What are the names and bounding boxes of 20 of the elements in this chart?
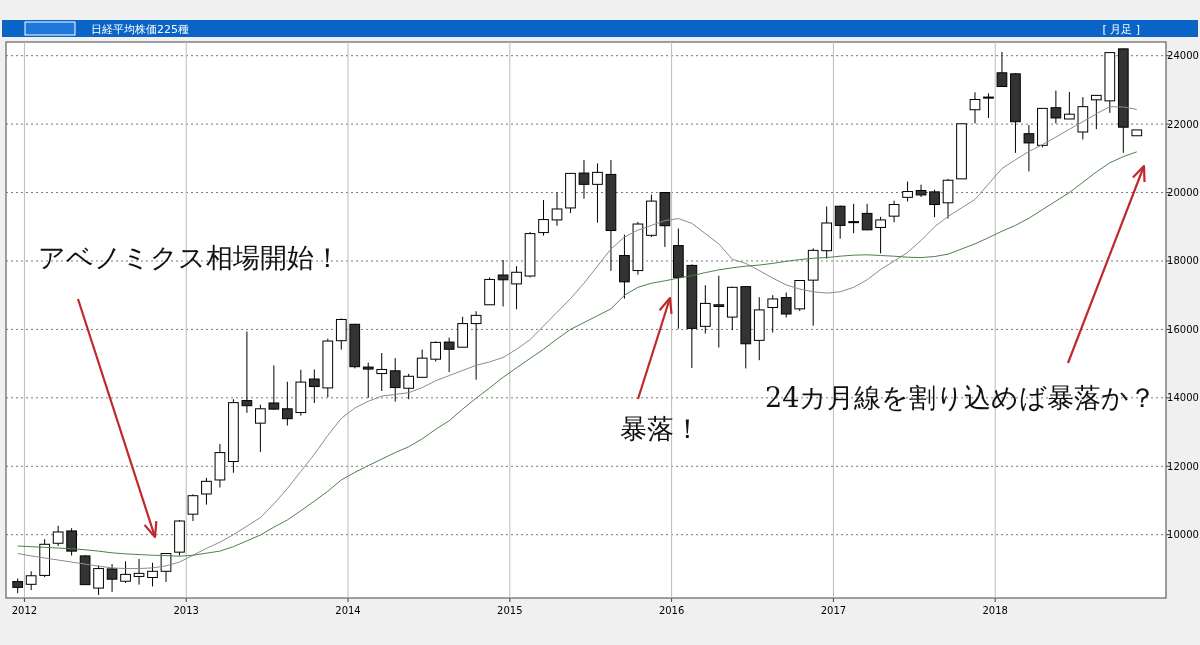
x-tick-label: 2018 <box>982 605 1008 616</box>
y-tick-label: 14000 <box>1167 392 1199 404</box>
y-tick-label: 12000 <box>1167 460 1199 472</box>
x-tick-label: 2017 <box>820 605 847 616</box>
x-tick-label: 2013 <box>173 605 199 616</box>
chart-title: 日経平均株価225種 <box>91 23 189 36</box>
annotation: 24カ月線を割り込めば暴落か？ <box>765 382 1157 413</box>
annotation: 暴落！ <box>620 413 701 444</box>
chart-subtitle: [ 月足 ] <box>1102 23 1140 36</box>
y-tick-label: 20000 <box>1167 187 1199 199</box>
y-tick-label: 22000 <box>1167 118 1199 130</box>
x-tick-label: 2015 <box>497 605 523 616</box>
x-tick-label: 2016 <box>658 605 685 616</box>
x-tick-label: 2012 <box>11 605 38 616</box>
x-tick-label: 2014 <box>335 605 361 616</box>
y-tick-label: 18000 <box>1167 255 1199 267</box>
y-tick-label: 24000 <box>1167 50 1199 62</box>
annotation: アベノミクス相場開始！ <box>38 242 341 273</box>
y-tick-label: 16000 <box>1167 323 1199 335</box>
y-tick-label: 10000 <box>1167 529 1199 541</box>
